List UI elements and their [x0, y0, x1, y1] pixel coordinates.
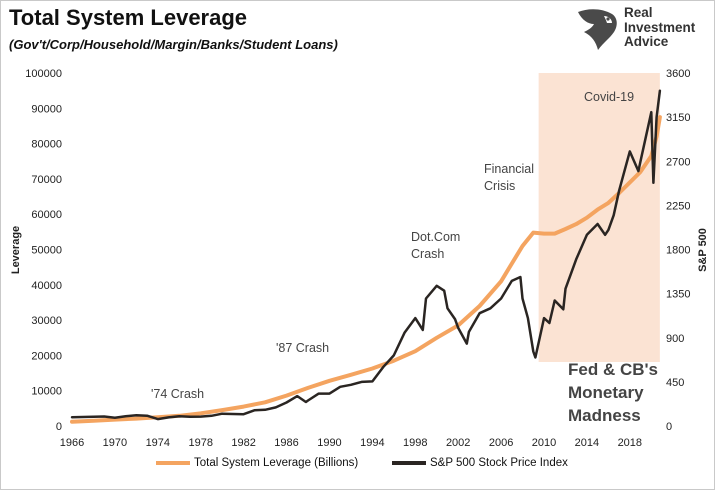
y2-tick-label: 1350 — [666, 289, 690, 301]
brand-logo: Real Investment Advice — [574, 4, 709, 54]
highlight-region — [538, 73, 660, 362]
x-tick-label: 1998 — [403, 437, 427, 449]
y2-tick-label: 2700 — [666, 156, 690, 168]
legend-swatch-sp500 — [392, 461, 426, 465]
x-tick-label: 2018 — [618, 437, 642, 449]
brand-line: Advice — [624, 34, 669, 49]
x-tick-label: 1982 — [231, 437, 255, 449]
y-tick-label: 20000 — [31, 350, 62, 362]
y2-tick-label: 450 — [666, 377, 684, 389]
legend-item-leverage: Total System Leverage (Billions) — [156, 457, 358, 469]
eagle-icon — [578, 9, 617, 50]
y-axis-label: Leverage — [10, 226, 22, 274]
annotation-covid: Covid-19 — [584, 90, 634, 104]
y-tick-label: 70000 — [31, 174, 62, 186]
legend-label-sp500: S&P 500 Stock Price Index — [430, 457, 568, 469]
x-tick-label: 2006 — [489, 437, 513, 449]
y2-tick-label: 0 — [666, 421, 672, 433]
y-tick-label: 50000 — [31, 245, 62, 257]
brand-line: Investment — [624, 19, 696, 35]
chart-subtitle: (Gov't/Corp/Household/Margin/Banks/Stude… — [9, 37, 338, 52]
legend-item-sp500: S&P 500 Stock Price Index — [392, 457, 568, 469]
x-tick-label: 2002 — [446, 437, 470, 449]
annotation-financial: Financial — [484, 162, 534, 176]
y2-tick-label: 1800 — [666, 245, 690, 257]
y2-tick-label: 3150 — [666, 112, 690, 124]
annotation-madness: Madness — [568, 406, 641, 425]
y-tick-label: 30000 — [31, 315, 62, 327]
annotation-monetary: Monetary — [568, 383, 644, 402]
annotation-87-crash: '87 Crash — [276, 341, 329, 355]
y2-axis-label: S&P 500 — [697, 228, 709, 272]
x-tick-label: 1970 — [103, 437, 127, 449]
x-tick-label: 1978 — [188, 437, 212, 449]
x-tick-label: 1986 — [274, 437, 298, 449]
annotation-fed-cb: Fed & CB's — [568, 360, 658, 379]
y-tick-label: 60000 — [31, 209, 62, 221]
legend-label-leverage: Total System Leverage (Billions) — [194, 457, 359, 469]
annotation-dotcom: Dot.Com — [411, 230, 460, 244]
y-tick-label: 80000 — [31, 139, 62, 151]
annotation-crisis: Crisis — [484, 179, 515, 193]
y2-tick-label: 3600 — [666, 68, 690, 80]
y2-tick-label: 2250 — [666, 200, 690, 212]
x-tick-label: 1974 — [146, 437, 170, 449]
x-tick-label: 2010 — [532, 437, 556, 449]
legend-swatch-leverage — [156, 461, 190, 465]
brand-name: Real Investment Advice — [624, 5, 696, 50]
x-tick-label: 1990 — [317, 437, 341, 449]
annotation-74-crash: '74 Crash — [151, 387, 204, 401]
x-tick-label: 1966 — [60, 437, 84, 449]
y-tick-label: 100000 — [25, 68, 62, 80]
chart-legend: Total System Leverage (Billions) S&P 500… — [0, 457, 715, 477]
annotation-dotcom-crash: Crash — [411, 247, 444, 261]
y-tick-label: 40000 — [31, 280, 62, 292]
chart-title: Total System Leverage — [9, 5, 248, 30]
y-tick-label: 90000 — [31, 103, 62, 115]
x-tick-label: 2014 — [575, 437, 599, 449]
y2-tick-label: 900 — [666, 333, 684, 345]
y-tick-label: 10000 — [31, 386, 62, 398]
brand-line: Real — [624, 5, 653, 20]
y-tick-label: 0 — [56, 421, 62, 433]
x-tick-label: 1994 — [360, 437, 384, 449]
series-line-sp500 — [70, 89, 662, 421]
